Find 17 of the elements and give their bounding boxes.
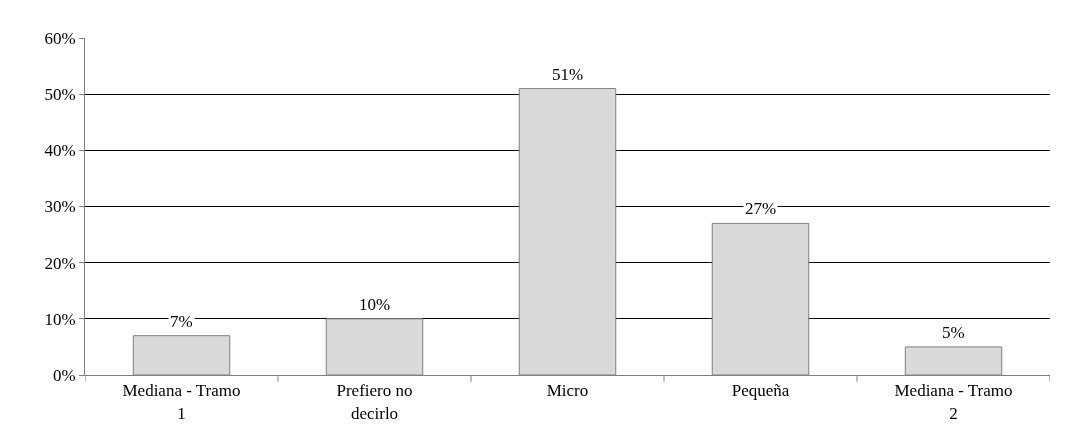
x-tick-label: Prefiero no decirlo [336,381,413,423]
data-label: 27% [745,199,777,218]
data-label: 51% [552,65,584,84]
y-tick-label: 50% [44,85,76,105]
y-tick-label: 10% [44,309,76,329]
y-tick-label: 20% [44,253,76,273]
y-tick-label: 60% [44,28,76,48]
x-tick-label: Mediana - Tramo 2 [894,381,1013,423]
y-tick-label: 30% [44,197,76,217]
data-label: 5% [942,323,965,342]
x-tick-label: Mediana - Tramo 1 [122,381,241,423]
data-label: 10% [359,295,391,314]
y-tick-label: 0% [52,365,76,385]
y-tick-label: 40% [44,141,76,161]
x-tick-label: Micro [546,381,589,401]
data-label: 7% [170,312,193,331]
x-tick-label: Pequeña [731,381,790,401]
